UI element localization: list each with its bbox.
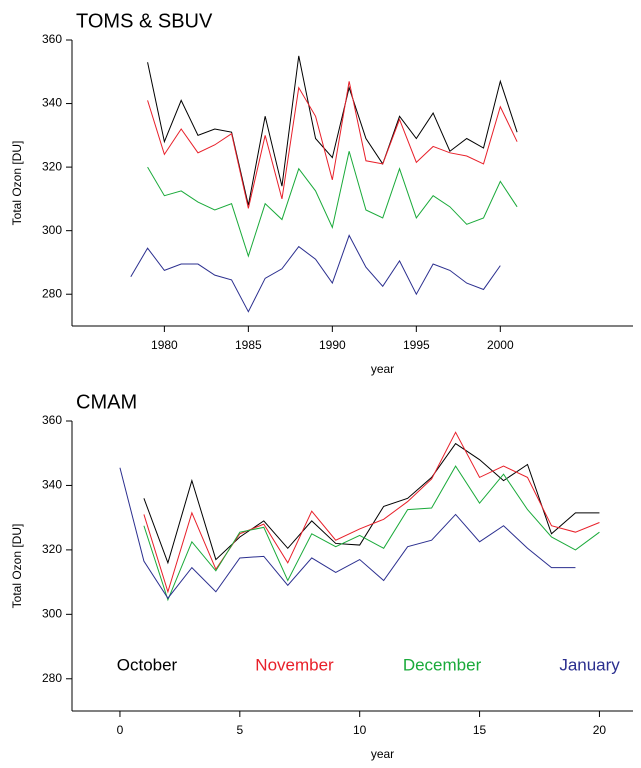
y-tick-label: 340 <box>42 96 62 110</box>
x-tick-label: 15 <box>473 723 487 737</box>
y-axis-label: Total Ozon [DU] <box>10 524 24 609</box>
y-tick-label: 340 <box>42 478 62 492</box>
series-line <box>147 81 518 209</box>
x-tick-label: 1990 <box>319 338 346 352</box>
y-tick-label: 360 <box>42 413 62 427</box>
x-tick-label: 1980 <box>151 338 178 352</box>
y-tick-label: 280 <box>42 671 62 685</box>
x-tick-label: 2000 <box>487 338 514 352</box>
series-line <box>143 431 600 594</box>
y-tick-label: 300 <box>42 607 62 621</box>
legend-label: December <box>403 655 482 674</box>
x-tick-label: 1985 <box>235 338 262 352</box>
y-tick-label: 280 <box>42 286 62 300</box>
x-tick-label: 20 <box>593 723 607 737</box>
legend-label: October <box>117 655 178 674</box>
y-tick-label: 320 <box>42 542 62 556</box>
series-line <box>143 442 600 565</box>
x-tick-label: 0 <box>117 723 124 737</box>
x-axis-label: year <box>371 362 394 376</box>
y-tick-label: 300 <box>42 223 62 237</box>
y-axis-label: Total Ozon [DU] <box>10 141 24 226</box>
x-tick-label: 5 <box>236 723 243 737</box>
y-tick-label: 360 <box>42 32 62 46</box>
series-line <box>147 151 518 258</box>
series-line <box>130 234 501 313</box>
series-line <box>147 55 518 206</box>
chart-title: TOMS & SBUV <box>76 10 213 32</box>
series-line <box>143 465 600 602</box>
x-tick-label: 10 <box>353 723 367 737</box>
legend-label: January <box>559 655 620 674</box>
x-tick-label: 1995 <box>403 338 430 352</box>
x-axis-label: year <box>371 747 394 761</box>
series-line <box>119 467 576 600</box>
legend-label: November <box>255 655 334 674</box>
y-tick-label: 320 <box>42 159 62 173</box>
chart-title: CMAM <box>76 391 137 413</box>
